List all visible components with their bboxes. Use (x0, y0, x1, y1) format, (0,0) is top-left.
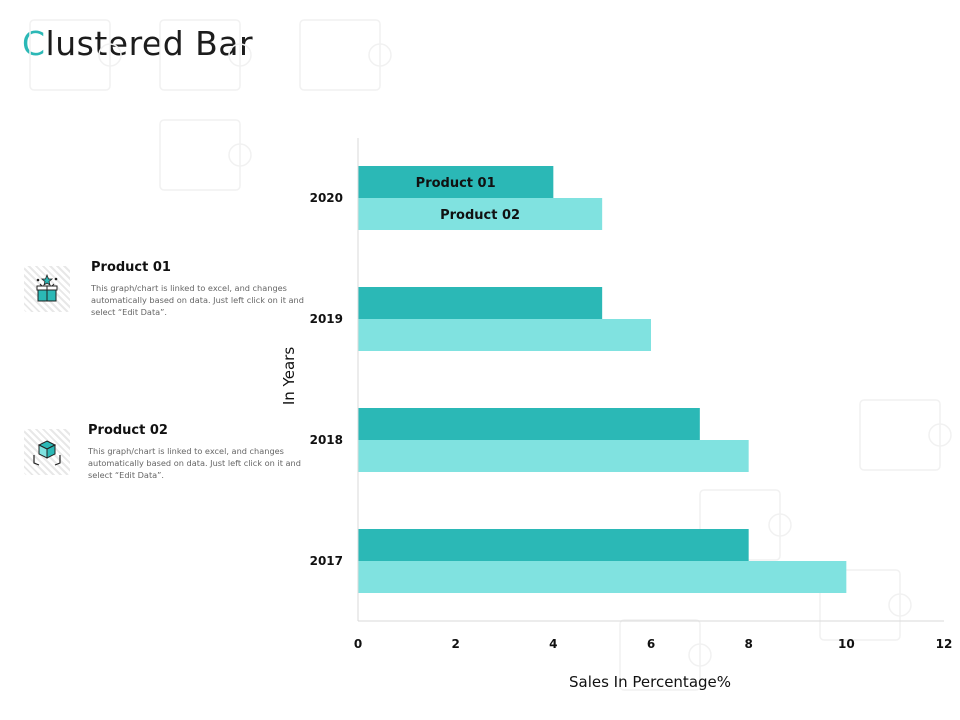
x-tick-label: 2 (451, 637, 459, 651)
bar-data-labels: Product 01 Product 02 (416, 176, 520, 223)
bar-product-01-2020 (358, 166, 554, 198)
y-tick-label: 2018 (310, 433, 343, 447)
title-rest: lustered Bar (45, 24, 254, 63)
bar-label-product-01: Product 01 (416, 176, 496, 191)
y-tick-label: 2017 (310, 554, 343, 568)
info-description: This graph/chart is linked to excel, and… (91, 283, 304, 317)
x-tick-label: 10 (838, 637, 855, 651)
title-first-letter: C (22, 24, 46, 63)
bar-product-01-2018 (358, 408, 700, 440)
x-tick-label: 0 (354, 637, 362, 651)
info-heading: Product 01 (91, 260, 171, 275)
bar-product-02-2019 (358, 319, 651, 351)
chart-bars (358, 166, 847, 593)
x-tick-labels: 0 2 4 6 8 10 12 (354, 637, 953, 651)
slide-title: Clustered Bar (22, 24, 253, 63)
x-tick-label: 12 (936, 637, 953, 651)
bar-product-02-2018 (358, 440, 749, 472)
y-tick-labels: 2017 2018 2019 2020 (310, 191, 343, 568)
bar-product-01-2017 (358, 529, 749, 561)
x-axis-title: Sales In Percentage% (569, 673, 731, 691)
x-tick-label: 8 (744, 637, 752, 651)
x-tick-label: 6 (647, 637, 655, 651)
bar-product-02-2020 (358, 198, 603, 230)
gift-box-icon (24, 266, 70, 312)
bar-product-02-2017 (358, 561, 847, 593)
y-tick-label: 2020 (310, 191, 343, 205)
box-in-hands-icon (24, 429, 70, 475)
info-heading: Product 02 (88, 423, 168, 438)
y-axis-title: In Years (280, 347, 298, 405)
x-tick-label: 4 (549, 637, 557, 651)
info-description: This graph/chart is linked to excel, and… (88, 446, 301, 480)
bar-product-01-2019 (358, 287, 603, 319)
y-tick-label: 2019 (310, 312, 343, 326)
bar-label-product-02: Product 02 (440, 208, 520, 223)
puzzle-background-decoration (29, 19, 952, 691)
